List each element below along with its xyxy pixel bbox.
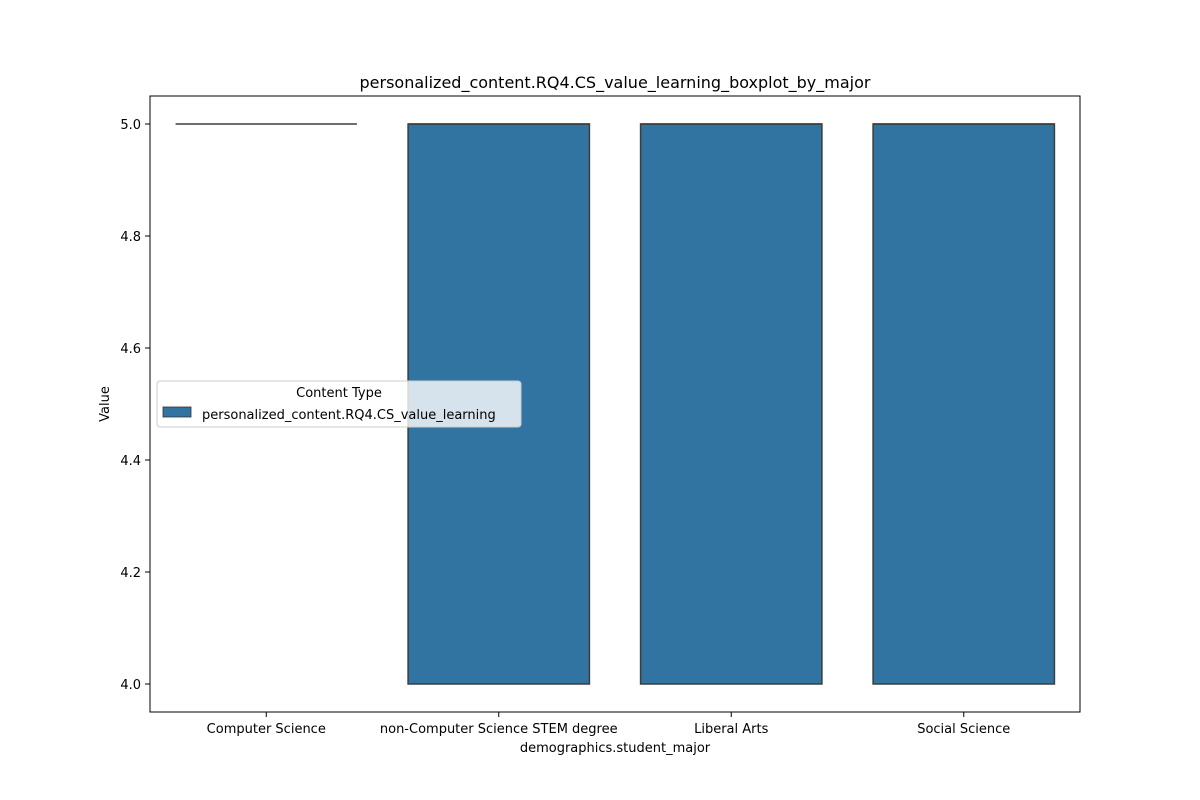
y-axis: 4.0 4.2 4.4 4.6 4.8 5.0 bbox=[120, 118, 150, 693]
y-tick-label: 5.0 bbox=[120, 118, 141, 133]
y-tick-label: 4.2 bbox=[120, 566, 141, 581]
legend-swatch bbox=[162, 406, 192, 418]
x-tick-label: Social Science bbox=[917, 722, 1010, 737]
y-tick-label: 4.6 bbox=[120, 342, 141, 357]
y-axis-label: Value bbox=[98, 386, 113, 422]
y-tick-label: 4.0 bbox=[120, 678, 141, 693]
x-tick-label: non-Computer Science STEM degree bbox=[380, 722, 618, 737]
y-tick-label: 4.8 bbox=[120, 230, 141, 245]
legend: Content Type personalized_content.RQ4.CS… bbox=[156, 380, 522, 428]
chart-title: personalized_content.RQ4.CS_value_learni… bbox=[360, 73, 871, 93]
box bbox=[639, 123, 823, 685]
y-tick-label: 4.4 bbox=[120, 454, 141, 469]
legend-title: Content Type bbox=[296, 386, 382, 401]
box bbox=[872, 123, 1056, 685]
x-tick-label: Liberal Arts bbox=[694, 722, 768, 737]
legend-label: personalized_content.RQ4.CS_value_learni… bbox=[202, 408, 496, 423]
plot-frame bbox=[149, 95, 1081, 713]
x-tick-label: Computer Science bbox=[207, 722, 326, 737]
legend-box bbox=[156, 380, 522, 428]
x-axis: Computer Science non-Computer Science STE… bbox=[207, 712, 1010, 737]
x-axis-label: demographics.student_major bbox=[520, 741, 711, 756]
